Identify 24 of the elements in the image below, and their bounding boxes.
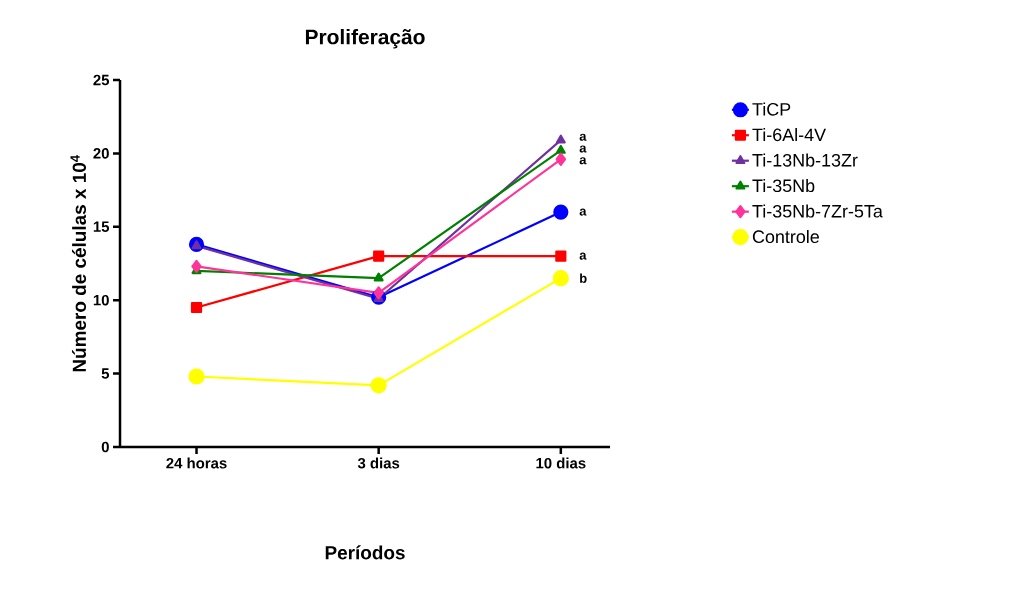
chart-title: Proliferação [305,28,425,49]
y-tick-label: 10 [93,294,109,306]
y-tick-label: 15 [93,221,110,232]
y-tick-label: 5 [101,368,110,379]
annotation: a [579,145,587,153]
legend-label: Ti-35Nb [752,178,815,193]
legend-label: Ti-6Al-4V [752,127,826,142]
legend-label: TiCP [752,102,791,116]
annotation: a [579,133,587,141]
y-tick-label: 20 [93,148,109,159]
y-axis-title: Número de células x 10$^{4}$ [70,154,87,372]
annotation: b [580,273,587,283]
annotation: a [579,252,587,260]
x-tick-label: 3 dias [357,457,400,469]
annotation: a [579,208,587,216]
x-tick-label: 10 dias [536,457,586,469]
y-tick-label: 25 [93,74,110,86]
legend-label: Ti-35Nb-7Zr-5Ta [752,204,883,218]
x-axis-title: Períodos [325,545,405,560]
legend-label: Ti-13Nb-13Zr [752,153,858,167]
legend-label: Controle [752,229,819,244]
x-tick-label: 24 horas [166,457,227,469]
y-tick-label: 0 [101,441,109,453]
annotation: a [579,157,587,165]
